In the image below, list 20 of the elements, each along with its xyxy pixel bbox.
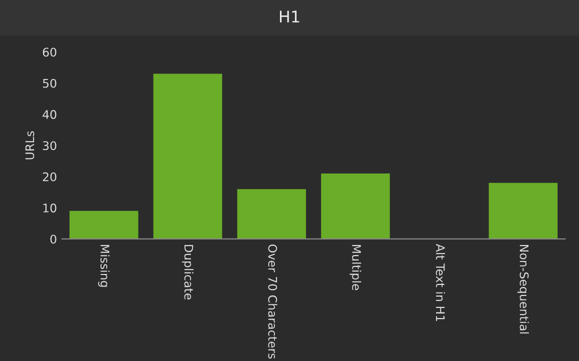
x-tick-label: Missing [98,245,110,287]
y-tick-label: 30 [42,141,56,150]
x-tick-label: Multiple [350,245,362,290]
y-tick-label: 10 [43,204,56,212]
y-tick-label: 20 [42,172,56,182]
y-tick-label: 60 [42,48,56,57]
bar [237,189,306,239]
bar [153,74,222,239]
x-tick-label: Over 70 Characters [268,244,278,359]
chart-title: H1 [280,10,300,22]
x-tick-label: Alt Text in H1 [436,244,446,322]
bar [488,182,558,239]
y-tick-label: 50 [42,78,56,88]
bar [70,210,138,239]
y-axis-title: URLs [25,131,34,160]
x-tick-label: Duplicate [182,245,194,300]
x-tick-label: Non-Sequential [517,245,529,334]
bar [321,174,390,239]
y-tick-label: 40 [42,110,56,119]
y-tick-label: 0 [50,234,56,244]
